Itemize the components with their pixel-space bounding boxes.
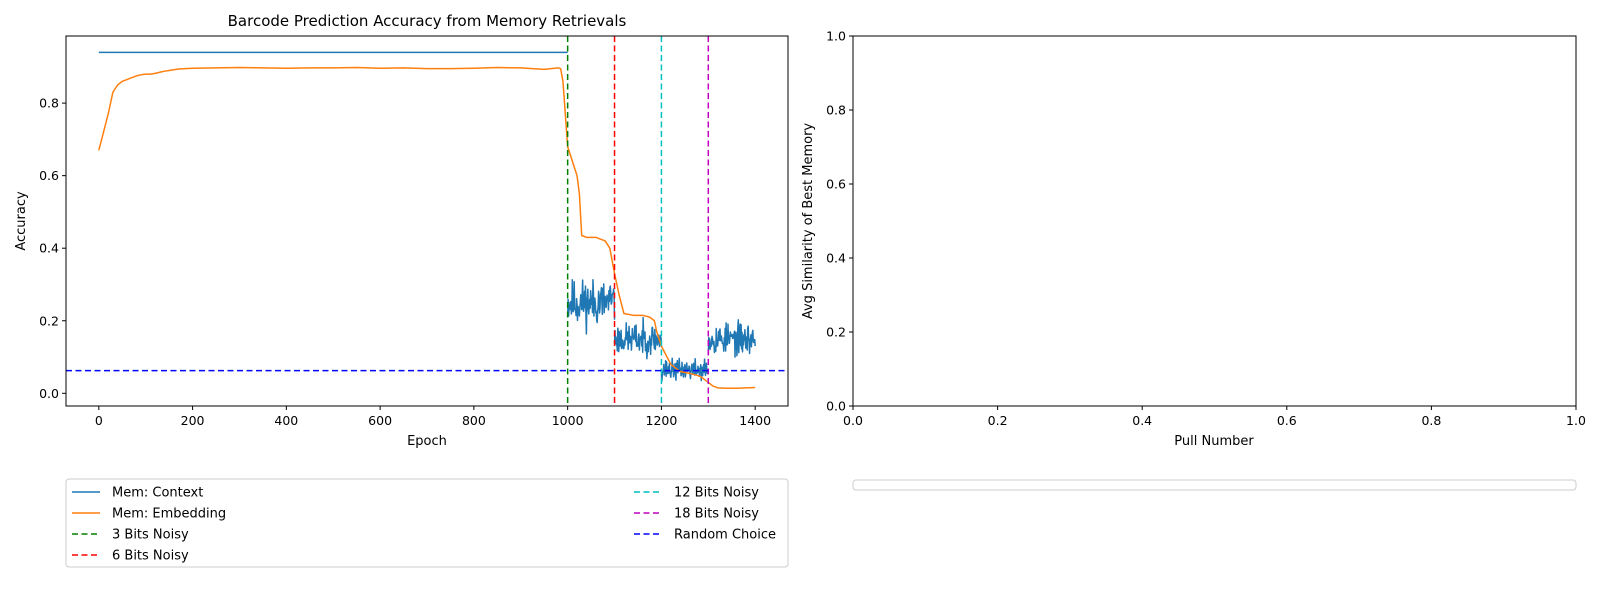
x-axis-label: Epoch	[407, 434, 447, 449]
accuracy-chart: Barcode Prediction Accuracy from Memory …	[14, 12, 789, 568]
legend-label: 12 Bits Noisy	[674, 486, 759, 501]
plot-area	[66, 36, 788, 406]
series-line-context	[613, 316, 663, 360]
y-ticks: 0.0 0.2 0.4 0.6 0.8	[39, 96, 66, 401]
y-axis-label: Avg Similarity of Best Memory	[801, 123, 816, 320]
x-tick-label: 0.0	[843, 413, 863, 428]
plot-frame	[65, 35, 789, 407]
y-tick-label: 0.6	[826, 177, 846, 192]
legend-label: 18 Bits Noisy	[674, 507, 759, 522]
x-tick-label: 0.2	[988, 413, 1008, 428]
x-tick-label: 400	[274, 413, 298, 428]
legend-label: Mem: Context	[112, 486, 203, 501]
legend-label: 6 Bits Noisy	[112, 549, 189, 564]
y-tick-label: 0.2	[39, 313, 59, 328]
x-tick-label: 800	[462, 413, 486, 428]
series-line-context	[566, 278, 616, 335]
empty-legend-box	[852, 479, 1577, 491]
x-tick-label: 0.4	[1132, 413, 1152, 428]
y-tick-label: 0.4	[826, 251, 846, 266]
x-tick-label: 0	[95, 413, 103, 428]
legend: Mem: Context Mem: Embedding 3 Bits Noisy 6 …	[65, 478, 789, 568]
x-tick-label: 1400	[739, 413, 771, 428]
x-tick-label: 0.6	[1277, 413, 1297, 428]
y-axis-label: Accuracy	[14, 191, 29, 251]
y-tick-label: 0.4	[39, 241, 59, 256]
y-ticks: 0.0 0.2 0.4 0.6 0.8 1.0	[826, 29, 853, 414]
series-line-context	[660, 357, 710, 382]
y-tick-label: 0.8	[39, 96, 59, 111]
legend-label: Mem: Embedding	[112, 507, 226, 522]
y-tick-label: 0.0	[39, 386, 59, 401]
plot-data	[66, 36, 788, 406]
y-tick-label: 0.0	[826, 399, 846, 414]
y-tick-label: 1.0	[826, 29, 846, 44]
y-tick-label: 0.6	[39, 168, 59, 183]
plot-frame	[852, 35, 1577, 407]
legend-label: Random Choice	[674, 528, 776, 543]
x-axis-label: Pull Number	[1174, 434, 1254, 449]
x-tick-label: 1200	[646, 413, 678, 428]
y-tick-label: 0.8	[826, 103, 846, 118]
legend-box	[65, 478, 789, 568]
legend-label: 3 Bits Noisy	[112, 528, 189, 543]
series-line-context	[707, 319, 756, 358]
chart-title: Barcode Prediction Accuracy from Memory …	[228, 12, 627, 30]
x-tick-label: 200	[181, 413, 205, 428]
x-ticks: 0.0 0.2 0.4 0.6 0.8 1.0	[843, 406, 1586, 428]
x-tick-label: 1.0	[1566, 413, 1586, 428]
x-tick-label: 1000	[552, 413, 584, 428]
y-tick-label: 0.2	[826, 325, 846, 340]
similarity-chart: 0.0 0.2 0.4 0.6 0.8 1.0 0.0 0.2 0.4 0.6 0.8 1.0 Pu…	[801, 29, 1586, 491]
x-ticks: 0 200 400 600 800 1000 1200 1400	[95, 406, 771, 428]
x-tick-label: 0.8	[1421, 413, 1441, 428]
x-tick-label: 600	[368, 413, 392, 428]
